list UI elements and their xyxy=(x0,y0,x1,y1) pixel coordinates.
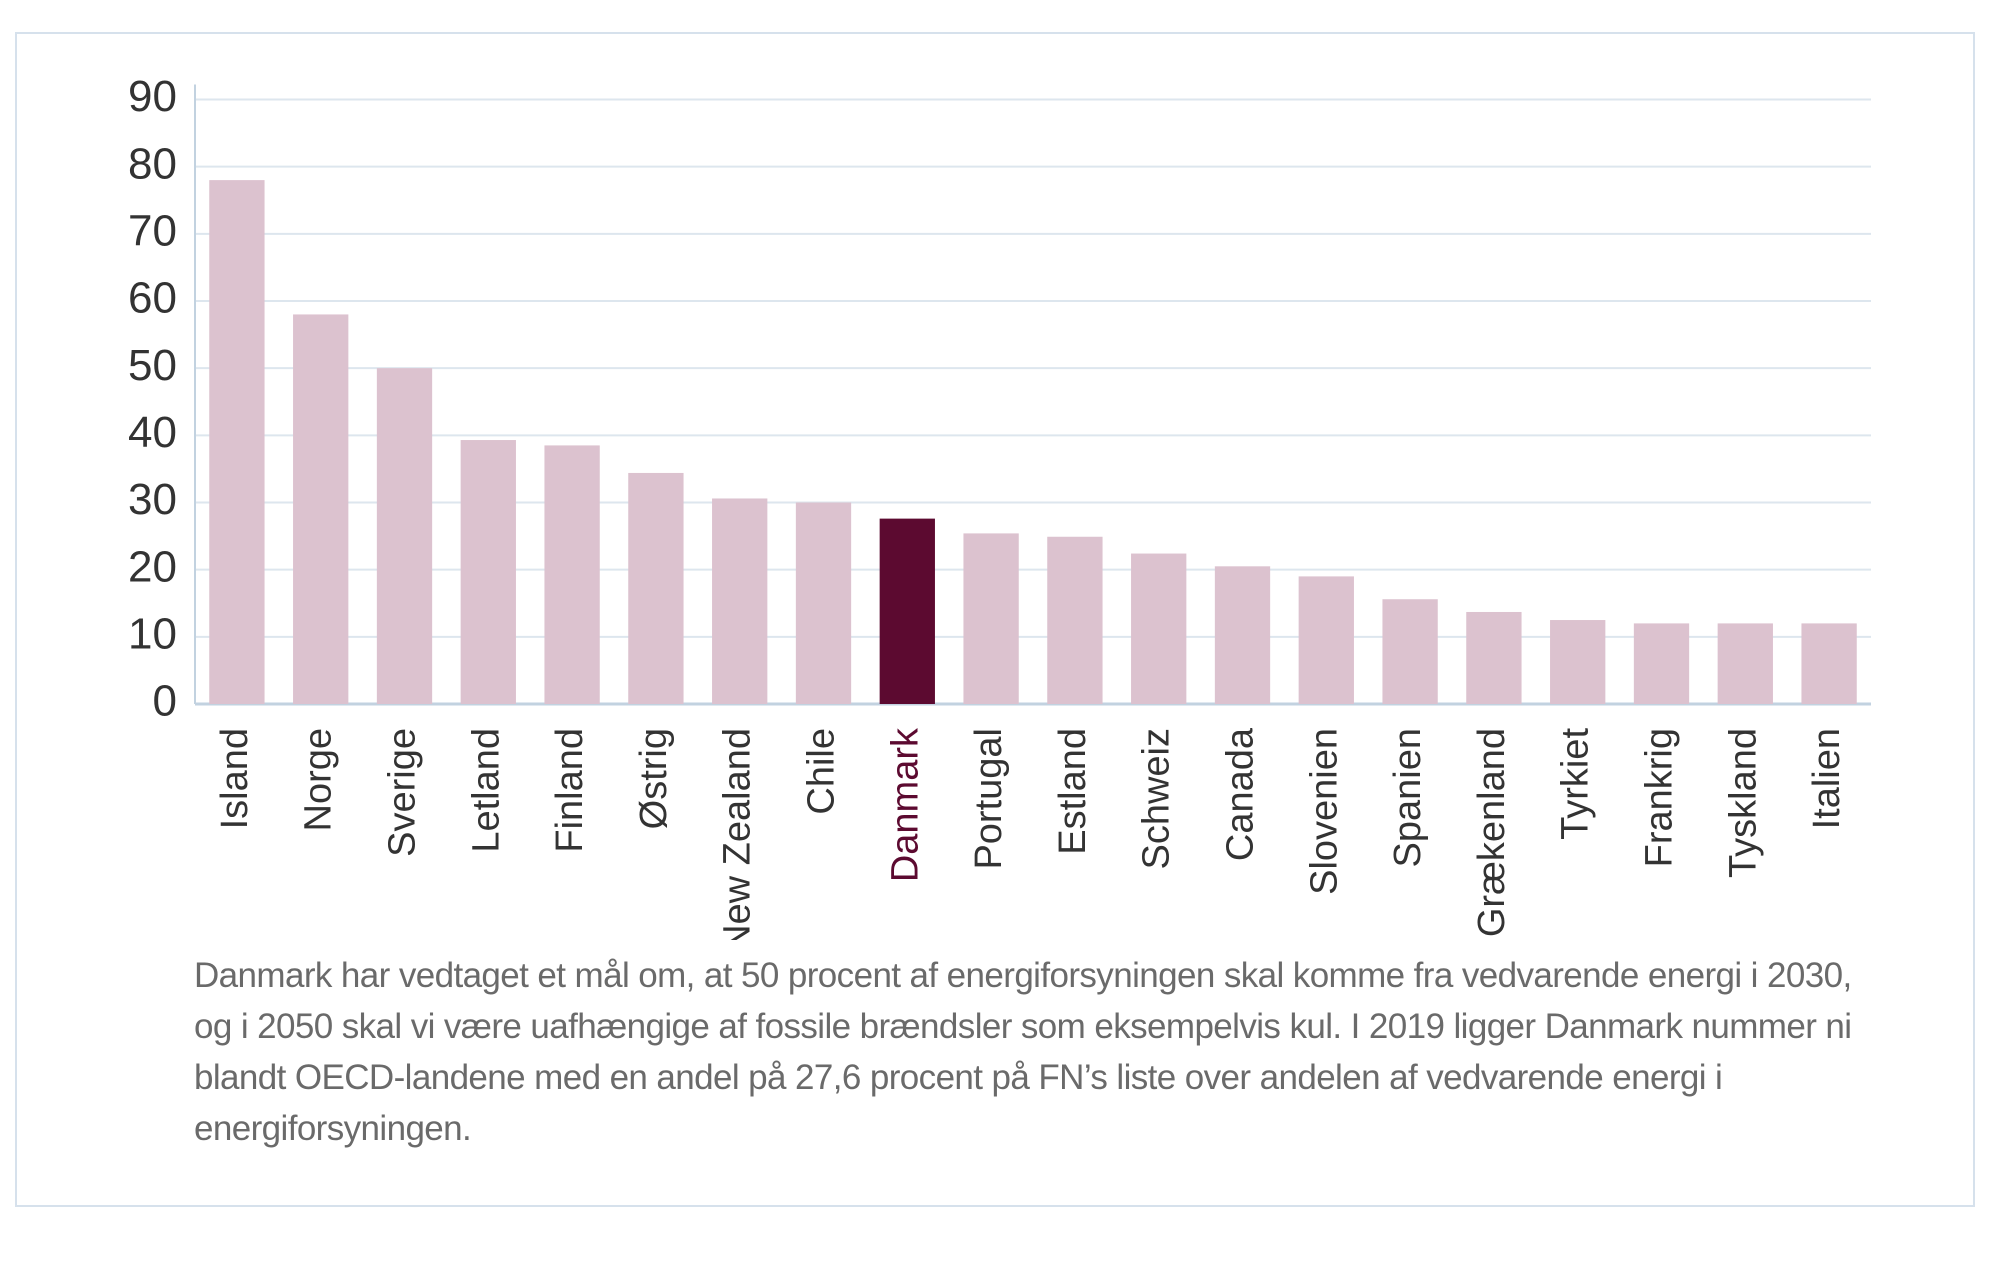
x-tick-label: Sverige xyxy=(382,728,424,857)
y-tick-label: 80 xyxy=(128,139,177,188)
bar xyxy=(1717,623,1773,704)
bar xyxy=(293,314,349,704)
bar xyxy=(1466,611,1522,704)
bar xyxy=(1382,599,1438,704)
bar xyxy=(963,533,1019,704)
x-tick-label: Island xyxy=(214,728,256,829)
chart: 0 10 20 30 40 50 60 70 80 90 Island Norge Sverige Let… xyxy=(128,72,1871,940)
x-tick-label: Letland xyxy=(465,728,507,853)
y-tick-label: 60 xyxy=(128,274,177,323)
x-tick-label: Italien xyxy=(1806,728,1848,829)
y-tick-label: 10 xyxy=(128,609,177,658)
bar xyxy=(712,498,768,704)
y-tick-label: 50 xyxy=(128,341,177,390)
x-tick-label: Finland xyxy=(549,728,591,853)
bar xyxy=(1801,623,1857,704)
y-tick-label: 0 xyxy=(153,677,177,726)
x-tick-label: Tyrkiet xyxy=(1555,728,1597,840)
bar xyxy=(1047,536,1103,704)
y-tick-label: 40 xyxy=(128,408,177,457)
x-tick-label: Schweiz xyxy=(1136,728,1178,870)
x-tick-label: Østrig xyxy=(633,728,675,829)
x-tick-label: Portugal xyxy=(968,728,1010,870)
bar xyxy=(376,368,433,704)
bar xyxy=(1633,623,1690,704)
bar xyxy=(1298,576,1354,704)
x-tick-label: Chile xyxy=(801,728,843,815)
y-tick-label: 20 xyxy=(128,542,177,591)
x-tick-label: Slovenien xyxy=(1303,728,1345,895)
x-tick-label: Norge xyxy=(298,728,340,832)
x-tick-label: New Zealand xyxy=(717,728,759,940)
x-tick-label: Canada xyxy=(1220,727,1262,861)
bar xyxy=(209,180,265,705)
x-tick-label: Grækenland xyxy=(1471,728,1513,937)
bar xyxy=(795,502,852,704)
y-tick-label: 70 xyxy=(128,206,177,255)
bar xyxy=(879,518,935,704)
bar xyxy=(1550,620,1606,704)
frame xyxy=(15,32,1975,1207)
bar xyxy=(1214,566,1271,704)
x-tick-label: Spanien xyxy=(1387,728,1429,867)
bar xyxy=(628,472,684,704)
x-tick-label: Tyskland xyxy=(1722,728,1764,878)
bar xyxy=(460,440,516,704)
x-tick-label: Estland xyxy=(1052,728,1094,855)
caption: Danmark har vedtaget et mål om, at 50 pr… xyxy=(194,956,1852,1148)
x-tick-label: Danmark xyxy=(884,727,926,882)
y-tick-label: 90 xyxy=(128,72,177,121)
bar xyxy=(544,445,600,704)
bar xyxy=(1131,553,1187,704)
y-tick-label: 30 xyxy=(128,475,177,524)
x-tick-label: Frankrig xyxy=(1639,728,1681,867)
